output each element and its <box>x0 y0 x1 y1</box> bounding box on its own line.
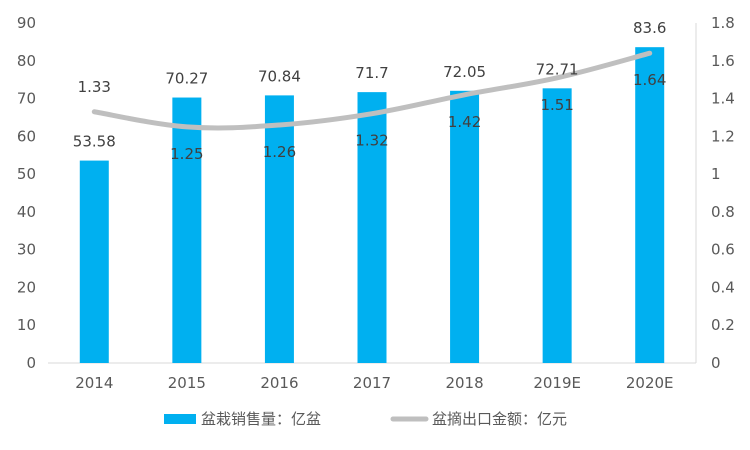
x-tick-label: 2020E <box>626 374 674 392</box>
right-tick-label: 0.8 <box>711 203 735 221</box>
line-data-label: 1.51 <box>540 96 573 114</box>
line-series <box>91 50 653 131</box>
bar-data-labels: 53.58 70.27 70.84 71.7 72.05 72.71 83.6 <box>73 19 667 150</box>
left-tick-label: 20 <box>17 278 36 296</box>
left-tick-label: 40 <box>17 203 36 221</box>
bar-data-label: 83.6 <box>633 19 666 37</box>
bar <box>264 95 294 363</box>
bar-data-label: 72.71 <box>536 60 579 78</box>
legend-line-label: 盆摘出口金额：亿元 <box>432 410 567 428</box>
left-tick-label: 0 <box>26 354 36 372</box>
line-data-label: 1.26 <box>263 143 296 161</box>
bar-data-label: 72.05 <box>443 63 486 81</box>
left-tick-label: 30 <box>17 241 36 259</box>
line-data-label: 1.64 <box>633 71 666 89</box>
bar-data-label: 53.58 <box>73 133 116 151</box>
left-tick-label: 90 <box>17 14 36 32</box>
left-tick-label: 70 <box>17 90 36 108</box>
right-tick-label: 1.8 <box>711 14 735 32</box>
left-tick-label: 10 <box>17 316 36 334</box>
x-tick-label: 2017 <box>353 374 391 392</box>
x-tick-label: 2016 <box>260 374 298 392</box>
right-tick-label: 1.4 <box>711 90 735 108</box>
bar-series <box>79 47 665 364</box>
right-tick-label: 0.2 <box>711 316 735 334</box>
left-tick-label: 60 <box>17 127 36 145</box>
right-tick-label: 1.6 <box>711 52 735 70</box>
x-tick-label: 2019E <box>533 374 581 392</box>
right-tick-label: 0.4 <box>711 278 735 296</box>
line-data-labels: 1.33 1.25 1.26 1.32 1.42 1.51 1.64 <box>78 71 667 163</box>
left-tick-label: 80 <box>17 52 36 70</box>
x-tick-label: 2015 <box>168 374 206 392</box>
x-tick-label: 2018 <box>445 374 483 392</box>
bar-data-label: 70.27 <box>165 70 208 88</box>
legend: 盆栽销售量：亿盆 盆摘出口金额：亿元 <box>164 410 567 428</box>
right-tick-label: 0.6 <box>711 241 735 259</box>
series-line <box>91 50 653 131</box>
right-tick-label: 0 <box>711 354 721 372</box>
left-axis-ticks: 0 10 20 30 40 50 60 70 80 90 <box>17 14 36 372</box>
bar <box>635 47 665 364</box>
x-tick-label: 2014 <box>75 374 113 392</box>
bar <box>450 90 480 364</box>
bar <box>79 160 109 363</box>
line-data-label: 1.33 <box>78 78 111 96</box>
x-axis-ticks: 2014 2015 2016 2017 2018 2019E 2020E <box>75 374 673 392</box>
left-tick-label: 50 <box>17 165 36 183</box>
bar <box>357 92 387 363</box>
right-axis-ticks: 0 0.2 0.4 0.6 0.8 1 1.2 1.4 1.6 1.8 <box>711 14 735 372</box>
legend-bar-label: 盆栽销售量：亿盆 <box>201 410 321 428</box>
bar <box>542 88 572 363</box>
line-data-label: 1.32 <box>355 132 388 150</box>
line-data-label: 1.42 <box>448 113 481 131</box>
right-tick-label: 1 <box>711 165 721 183</box>
line-data-label: 1.25 <box>170 145 203 163</box>
bar-data-label: 70.84 <box>258 67 301 85</box>
bar-data-label: 71.7 <box>355 64 388 82</box>
bar <box>172 97 202 363</box>
right-tick-label: 1.2 <box>711 127 735 145</box>
legend-bar-swatch <box>164 414 196 424</box>
